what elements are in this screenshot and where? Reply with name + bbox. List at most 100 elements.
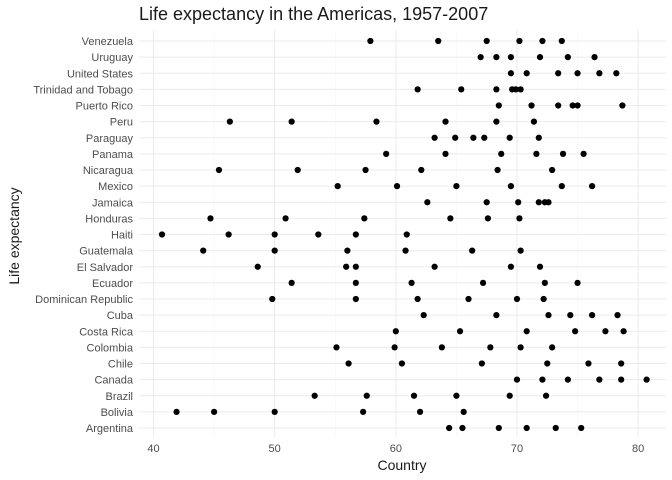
- data-point: [513, 376, 521, 383]
- data-point: [344, 247, 351, 254]
- data-point: [523, 328, 530, 335]
- data-point: [435, 37, 442, 45]
- data-point: [528, 102, 535, 109]
- data-point: [530, 118, 538, 125]
- y-axis-title: Life expectancy: [6, 187, 22, 284]
- data-point: [333, 344, 340, 351]
- data-point: [620, 328, 627, 335]
- data-point: [572, 328, 579, 335]
- data-point: [567, 312, 574, 319]
- data-point: [459, 424, 466, 432]
- data-point: [540, 295, 547, 303]
- data-point: [516, 215, 523, 222]
- data-point: [580, 150, 587, 157]
- data-point: [515, 199, 522, 206]
- data-point: [507, 183, 515, 190]
- y-tick-label: Chile: [108, 359, 133, 371]
- data-point: [544, 360, 551, 367]
- data-point: [478, 360, 485, 367]
- data-point: [533, 150, 540, 157]
- data-point: [494, 166, 501, 174]
- data-point: [539, 37, 546, 45]
- data-point: [460, 408, 467, 415]
- data-point: [453, 183, 460, 190]
- y-tick-label: Honduras: [85, 213, 133, 225]
- data-point: [271, 231, 278, 238]
- data-point: [403, 231, 410, 238]
- data-point: [402, 247, 409, 254]
- data-point: [495, 424, 502, 432]
- data-point: [414, 295, 421, 303]
- y-tick-label: Jamaica: [92, 197, 134, 209]
- data-point: [483, 199, 490, 206]
- data-point: [420, 312, 427, 319]
- data-point: [458, 86, 465, 93]
- data-point: [495, 102, 502, 109]
- data-point: [362, 166, 369, 174]
- data-point: [367, 37, 374, 45]
- data-point: [539, 376, 546, 383]
- data-point: [613, 70, 620, 77]
- data-point: [446, 424, 453, 432]
- data-point: [545, 312, 552, 319]
- data-point: [288, 279, 295, 286]
- data-point: [585, 360, 592, 367]
- data-point: [271, 408, 278, 415]
- data-point: [619, 102, 626, 109]
- data-point: [512, 86, 519, 93]
- data-point: [618, 360, 625, 367]
- data-point: [215, 166, 223, 174]
- x-tick-label: 50: [269, 443, 281, 455]
- y-tick-label: Argentina: [86, 423, 134, 435]
- data-point: [456, 328, 464, 335]
- data-point: [558, 37, 565, 45]
- x-tick-label: 60: [390, 443, 402, 455]
- data-point: [271, 247, 278, 254]
- data-point: [507, 70, 515, 77]
- data-point: [498, 150, 505, 157]
- data-point: [517, 86, 524, 93]
- data-point: [643, 376, 650, 383]
- y-tick-label: Canada: [94, 375, 133, 387]
- y-tick-label: Ecuador: [92, 278, 133, 290]
- data-point: [493, 86, 500, 93]
- data-point: [552, 424, 559, 432]
- data-point: [536, 54, 544, 61]
- data-point: [493, 312, 500, 319]
- y-tick-label: Uruguay: [91, 52, 133, 64]
- data-point: [574, 102, 581, 109]
- data-point: [363, 392, 370, 399]
- data-point: [559, 150, 567, 157]
- x-tick-label: 80: [632, 443, 644, 455]
- data-point: [447, 215, 454, 222]
- data-point: [288, 118, 295, 125]
- data-point: [424, 199, 431, 206]
- data-point: [442, 118, 449, 125]
- data-point: [507, 54, 515, 61]
- y-tick-label: United States: [67, 68, 134, 80]
- data-point: [207, 215, 214, 222]
- data-points: [158, 37, 650, 432]
- x-axis-title: Country: [377, 457, 426, 473]
- data-point: [343, 263, 350, 270]
- data-point: [477, 54, 484, 61]
- y-tick-label: Paraguay: [86, 133, 134, 145]
- data-point: [545, 199, 552, 206]
- data-point: [269, 295, 276, 303]
- data-point: [506, 134, 513, 141]
- data-point: [360, 408, 367, 415]
- data-point: [588, 312, 596, 319]
- data-point: [452, 134, 459, 141]
- data-point: [569, 102, 576, 109]
- data-point: [282, 215, 289, 222]
- data-point: [555, 70, 562, 77]
- data-point: [493, 54, 500, 61]
- y-tick-label: Trinidad and Tobago: [33, 84, 133, 96]
- y-tick-label: Venezuela: [82, 36, 134, 48]
- data-point: [418, 166, 425, 174]
- data-point: [513, 295, 521, 303]
- data-point: [158, 231, 166, 238]
- data-point: [591, 54, 598, 61]
- data-point: [410, 392, 418, 399]
